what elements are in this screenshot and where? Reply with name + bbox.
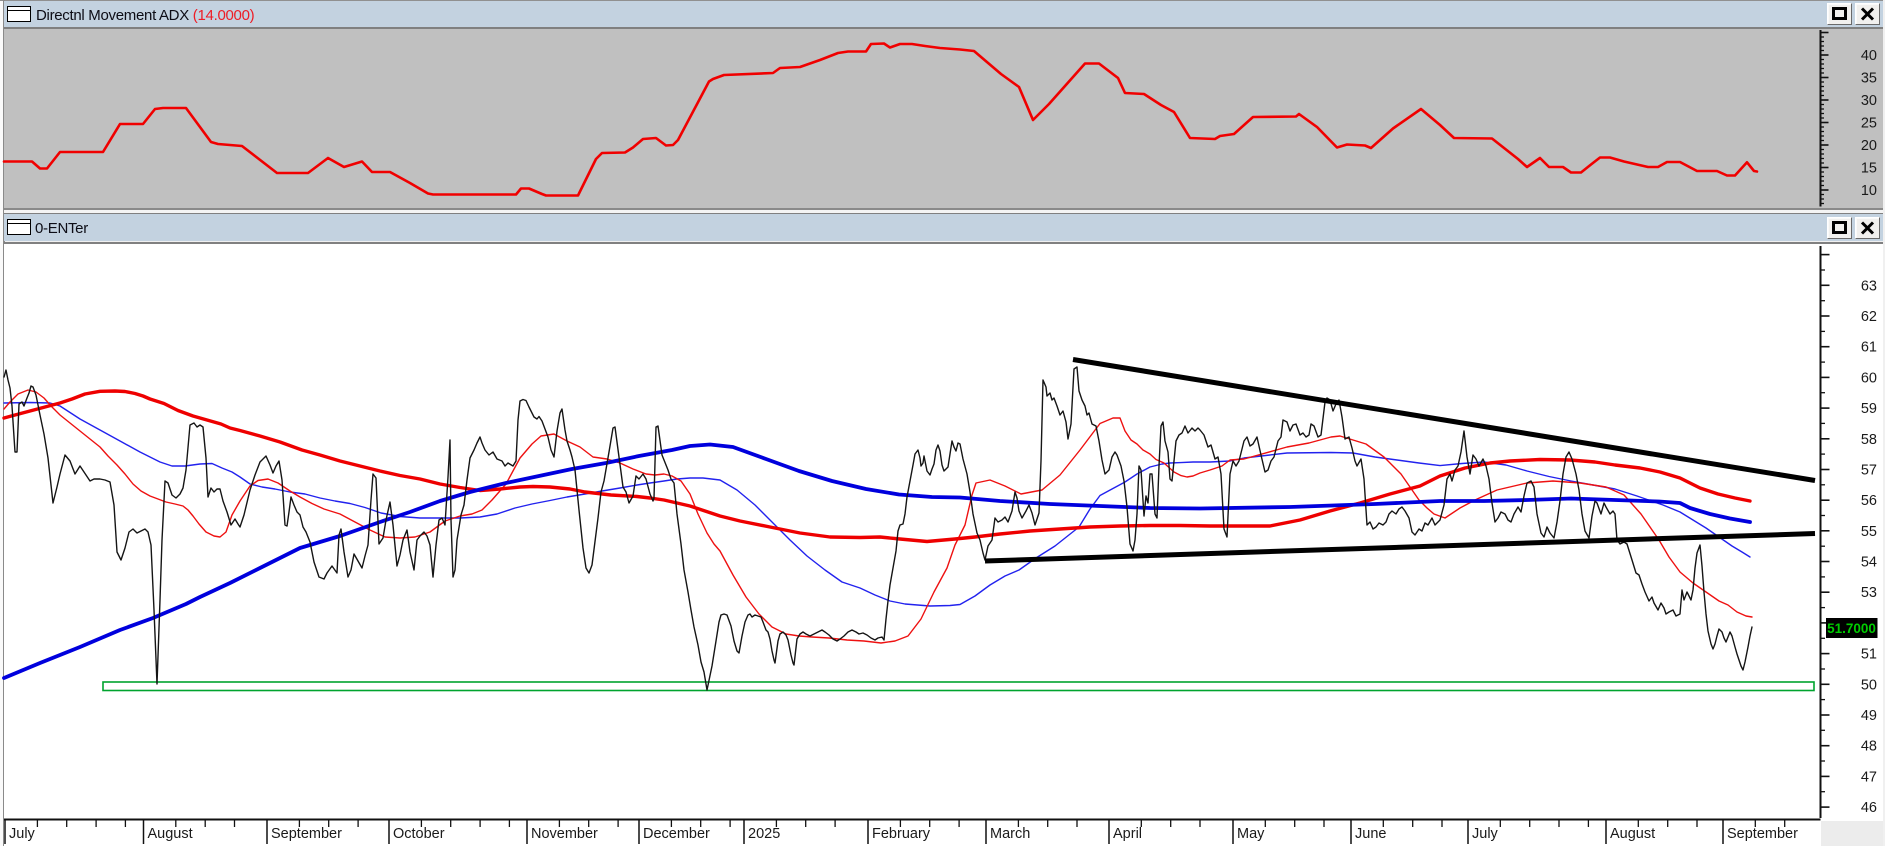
svg-text:November: November: [531, 826, 598, 842]
svg-text:March: March: [990, 826, 1030, 842]
svg-text:October: October: [393, 826, 445, 842]
svg-text:61: 61: [1861, 340, 1877, 356]
svg-text:2025: 2025: [748, 826, 780, 842]
svg-text:40: 40: [1861, 48, 1877, 64]
svg-text:51: 51: [1861, 647, 1877, 663]
svg-text:August: August: [1610, 826, 1655, 842]
svg-text:August: August: [148, 826, 193, 842]
svg-text:62: 62: [1861, 309, 1877, 325]
svg-text:35: 35: [1861, 71, 1877, 87]
svg-text:September: September: [1727, 826, 1798, 842]
svg-text:56: 56: [1861, 493, 1877, 509]
svg-text:60: 60: [1861, 370, 1877, 386]
svg-text:59: 59: [1861, 401, 1877, 417]
svg-text:25: 25: [1861, 116, 1877, 132]
svg-text:54: 54: [1861, 555, 1877, 571]
svg-text:55: 55: [1861, 524, 1877, 540]
svg-text:May: May: [1237, 826, 1265, 842]
svg-text:20: 20: [1861, 138, 1877, 154]
svg-text:51.7000: 51.7000: [1827, 621, 1876, 636]
svg-text:46: 46: [1861, 800, 1877, 816]
svg-text:December: December: [643, 826, 710, 842]
svg-text:July: July: [1472, 826, 1499, 842]
svg-text:53: 53: [1861, 585, 1877, 601]
svg-text:June: June: [1355, 826, 1386, 842]
svg-text:48: 48: [1861, 739, 1877, 755]
svg-text:15: 15: [1861, 161, 1877, 177]
svg-text:February: February: [872, 826, 931, 842]
svg-text:63: 63: [1861, 278, 1877, 294]
svg-text:30: 30: [1861, 93, 1877, 109]
svg-text:49: 49: [1861, 708, 1877, 724]
svg-text:58: 58: [1861, 432, 1877, 448]
svg-text:10: 10: [1861, 183, 1877, 199]
svg-text:July: July: [9, 826, 36, 842]
svg-text:September: September: [271, 826, 342, 842]
svg-text:57: 57: [1861, 463, 1877, 479]
svg-text:47: 47: [1861, 769, 1877, 785]
svg-text:April: April: [1113, 826, 1142, 842]
svg-text:50: 50: [1861, 677, 1877, 693]
